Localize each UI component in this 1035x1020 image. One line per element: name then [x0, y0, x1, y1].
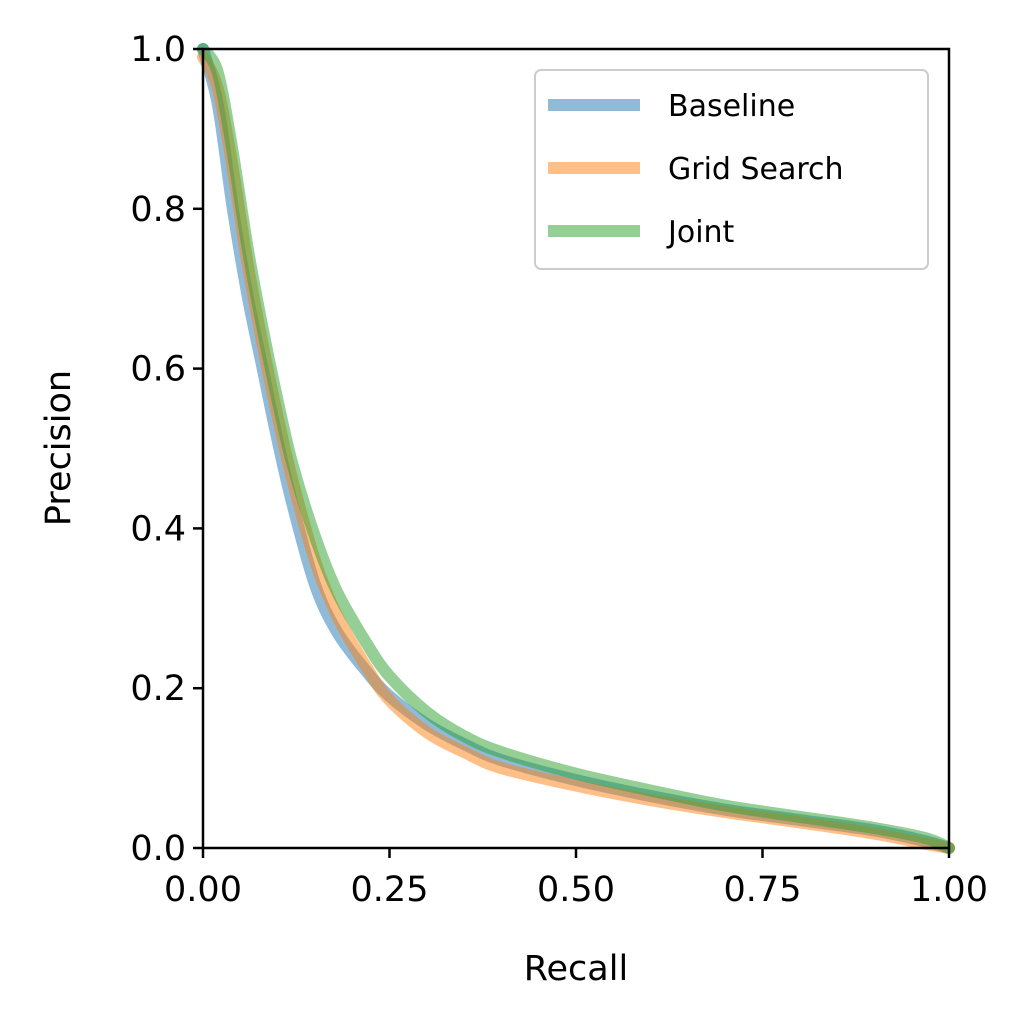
x-tick-label: 0.25 [351, 870, 429, 910]
lines-layer [197, 43, 955, 854]
x-tick-label: 0.00 [164, 870, 242, 910]
legend-frame [534, 69, 929, 270]
y-axis: 0.0 0.2 0.4 0.6 0.8 1.0 [130, 30, 203, 869]
y-tick-label: 1.0 [130, 30, 186, 70]
x-axis: 0.00 0.25 0.50 0.75 1.00 [164, 848, 988, 910]
x-tick-label: 0.75 [724, 870, 802, 910]
y-tick-label: 0.0 [130, 829, 186, 869]
x-axis-title: Recall [524, 949, 628, 989]
y-tick-label: 0.4 [130, 509, 186, 549]
y-axis-title: Precision [39, 370, 79, 526]
y-tick-label: 0.6 [130, 350, 186, 390]
legend-label: Grid Search [668, 152, 844, 187]
y-tick-label: 0.2 [130, 669, 186, 709]
series-line-joint [197, 43, 955, 854]
x-tick-label: 0.50 [537, 870, 615, 910]
legend-label: Baseline [668, 89, 795, 124]
y-tick-label: 0.8 [130, 190, 186, 230]
x-tick-label: 1.00 [910, 870, 988, 910]
legend-label: Joint [666, 215, 735, 250]
legend: Baseline Grid Search Joint [534, 69, 929, 270]
